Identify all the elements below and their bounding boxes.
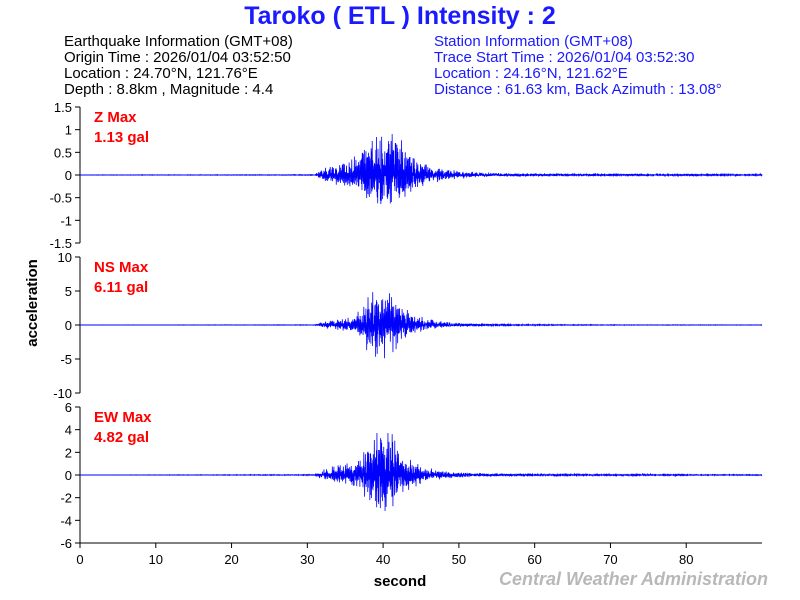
station-info: Station Information (GMT+08) Trace Start… (434, 34, 722, 98)
y-tick-label: 0.5 (54, 145, 72, 160)
y-tick-label: 0 (65, 468, 72, 483)
y-tick-label: -1 (60, 213, 72, 228)
x-tick-label: 80 (679, 552, 693, 567)
waveform-ew (79, 432, 763, 511)
x-tick-label: 10 (149, 552, 163, 567)
y-tick-label: -6 (60, 536, 72, 551)
peak-value-ns: 6.11 gal (94, 279, 148, 296)
origin-time: Origin Time : 2026/01/04 03:52:50 (64, 49, 291, 66)
x-tick-label: 50 (452, 552, 466, 567)
x-tick-label: 60 (527, 552, 541, 567)
y-tick-label: 10 (58, 250, 72, 265)
peak-label-ew: EW Max (94, 409, 152, 426)
y-tick-label: -2 (60, 491, 72, 506)
x-tick-label: 40 (376, 552, 390, 567)
waveform-z (79, 134, 763, 205)
y-tick-label: 6 (65, 400, 72, 415)
x-tick-label: 0 (76, 552, 83, 567)
waveform-ns (79, 292, 763, 359)
x-axis-label: second (374, 573, 427, 590)
epicenter-location: Location : 24.70°N, 121.76°E (64, 65, 258, 82)
y-tick-label: -5 (60, 352, 72, 367)
distance-azimuth: Distance : 61.63 km, Back Azimuth : 13.0… (434, 81, 722, 98)
trace-start-time: Trace Start Time : 2026/01/04 03:52:30 (434, 49, 695, 66)
chart-title: Taroko ( ETL ) Intensity : 2 (244, 2, 556, 30)
earthquake-info-heading: Earthquake Information (GMT+08) (64, 33, 293, 50)
y-tick-label: 1 (65, 123, 72, 138)
y-tick-label: 2 (65, 445, 72, 460)
y-tick-label: -0.5 (50, 191, 72, 206)
y-tick-label: 1.5 (54, 100, 72, 115)
station-location: Location : 24.16°N, 121.62°E (434, 65, 628, 82)
earthquake-info: Earthquake Information (GMT+08) Origin T… (64, 34, 293, 98)
peak-label-ns: NS Max (94, 259, 149, 276)
peak-value-z: 1.13 gal (94, 129, 149, 146)
station-info-heading: Station Information (GMT+08) (434, 33, 633, 50)
y-tick-label: 0 (65, 168, 72, 183)
depth-magnitude: Depth : 8.8km , Magnitude : 4.4 (64, 81, 274, 98)
peak-value-ew: 4.82 gal (94, 429, 149, 446)
credit-text: Central Weather Administration (498, 569, 768, 589)
y-tick-label: -10 (53, 386, 72, 401)
y-tick-label: -1.5 (50, 236, 72, 251)
y-tick-label: -4 (60, 513, 72, 528)
y-tick-label: 5 (65, 284, 72, 299)
y-axis-label: acceleration (24, 259, 41, 347)
x-tick-label: 30 (300, 552, 314, 567)
peak-label-z: Z Max (94, 109, 137, 126)
y-tick-label: 4 (65, 423, 72, 438)
y-tick-label: 0 (65, 318, 72, 333)
x-tick-label: 70 (603, 552, 617, 567)
x-tick-label: 20 (224, 552, 238, 567)
